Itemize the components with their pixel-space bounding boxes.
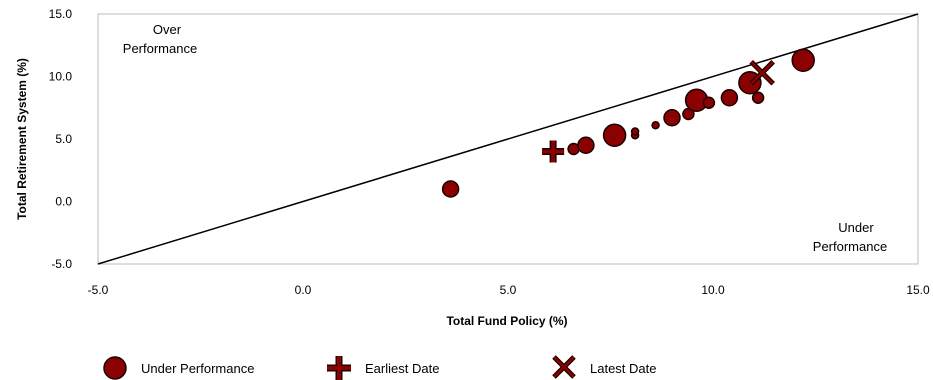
plot-frame [97, 13, 919, 265]
x-axis-title: Total Fund Policy (%) [446, 314, 567, 328]
reference-line [97, 13, 919, 265]
axis-ticks: -5.0 0.0 5.0 10.0 15.0 -5.0 0.0 5.0 10.0 15.0 [49, 7, 930, 297]
over-performance-label-line1: Over [153, 22, 182, 37]
under-performance-label-line2: Performance [813, 239, 887, 254]
x-tick-label: 5.0 [500, 283, 517, 297]
y-tick-label: -5.0 [51, 257, 72, 271]
data-point [751, 91, 765, 104]
over-performance-label-line2: Performance [123, 41, 197, 56]
data-point [791, 48, 815, 72]
legend-label-under-performance: Under Performance [141, 361, 254, 376]
data-point [702, 96, 716, 109]
legend-item-latest-date: Latest Date [552, 355, 657, 379]
x-tick-label: 10.0 [701, 283, 725, 297]
y-tick-label: 10.0 [49, 70, 73, 84]
under-performance-label-line1: Under [838, 220, 874, 235]
legend-circle-marker [103, 356, 127, 380]
data-point [663, 109, 681, 127]
data-point [441, 180, 460, 198]
legend: Under Performance Earliest Date Latest D… [103, 355, 657, 380]
data-point [630, 127, 640, 136]
x-tick-label: 0.0 [295, 283, 312, 297]
latest-date-marker [749, 59, 775, 86]
legend-plus-marker [327, 356, 351, 380]
y-tick-label: 15.0 [49, 7, 73, 21]
data-point [720, 89, 739, 107]
data-point [577, 136, 595, 154]
y-axis-title: Total Retirement System (%) [15, 58, 29, 220]
data-point [602, 123, 627, 147]
legend-item-earliest-date: Earliest Date [327, 356, 439, 380]
earliest-date-marker [542, 140, 565, 163]
data-point [651, 121, 660, 130]
legend-item-under-performance: Under Performance [103, 356, 254, 380]
data-points [441, 48, 815, 198]
y-tick-label: 0.0 [55, 195, 72, 209]
x-tick-label: 15.0 [906, 283, 930, 297]
x-tick-label: -5.0 [88, 283, 109, 297]
legend-cross-marker [552, 355, 576, 379]
y-tick-label: 5.0 [55, 132, 72, 146]
legend-label-earliest-date: Earliest Date [365, 361, 439, 376]
legend-label-latest-date: Latest Date [590, 361, 657, 376]
